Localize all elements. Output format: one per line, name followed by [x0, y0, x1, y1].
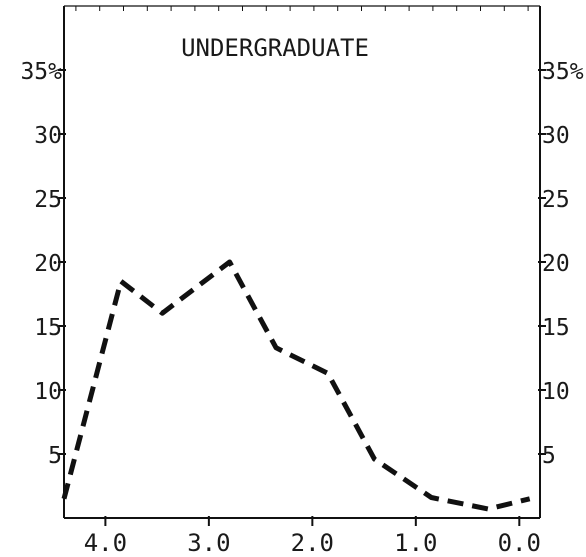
series-line — [61, 259, 531, 512]
chart-title: UNDERGRADUATE — [181, 34, 369, 62]
x-tick-label: 2.0 — [291, 529, 334, 557]
right-y-tick-label: 25 — [542, 187, 570, 213]
tick-labels: 5 5 10 10 15 15 20 20 25 25 30 30 35% 35% 4.0 3.0 2.0 1.0… — [20, 59, 583, 557]
right-y-tick-label: 15 — [542, 315, 570, 341]
x-tick-label: 0.0 — [498, 529, 541, 557]
x-tick-label: 4.0 — [84, 529, 127, 557]
tick-marks — [58, 6, 546, 526]
right-y-tick-label: 35% — [542, 59, 584, 85]
left-y-tick-label: 15 — [34, 315, 62, 341]
left-y-tick-label: 20 — [34, 251, 62, 277]
right-y-tick-label: 20 — [542, 251, 570, 277]
left-y-tick-label: 25 — [34, 187, 62, 213]
right-y-tick-label: 10 — [542, 379, 570, 405]
left-y-tick-label: 5 — [48, 443, 62, 469]
right-y-tick-label: 5 — [542, 443, 556, 469]
data-series — [61, 259, 531, 512]
left-y-tick-label: 10 — [34, 379, 62, 405]
right-y-tick-label: 30 — [542, 123, 570, 149]
x-tick-label: 1.0 — [394, 529, 437, 557]
left-y-tick-label: 35% — [20, 59, 62, 85]
x-tick-label: 3.0 — [187, 529, 230, 557]
left-y-tick-label: 30 — [34, 123, 62, 149]
